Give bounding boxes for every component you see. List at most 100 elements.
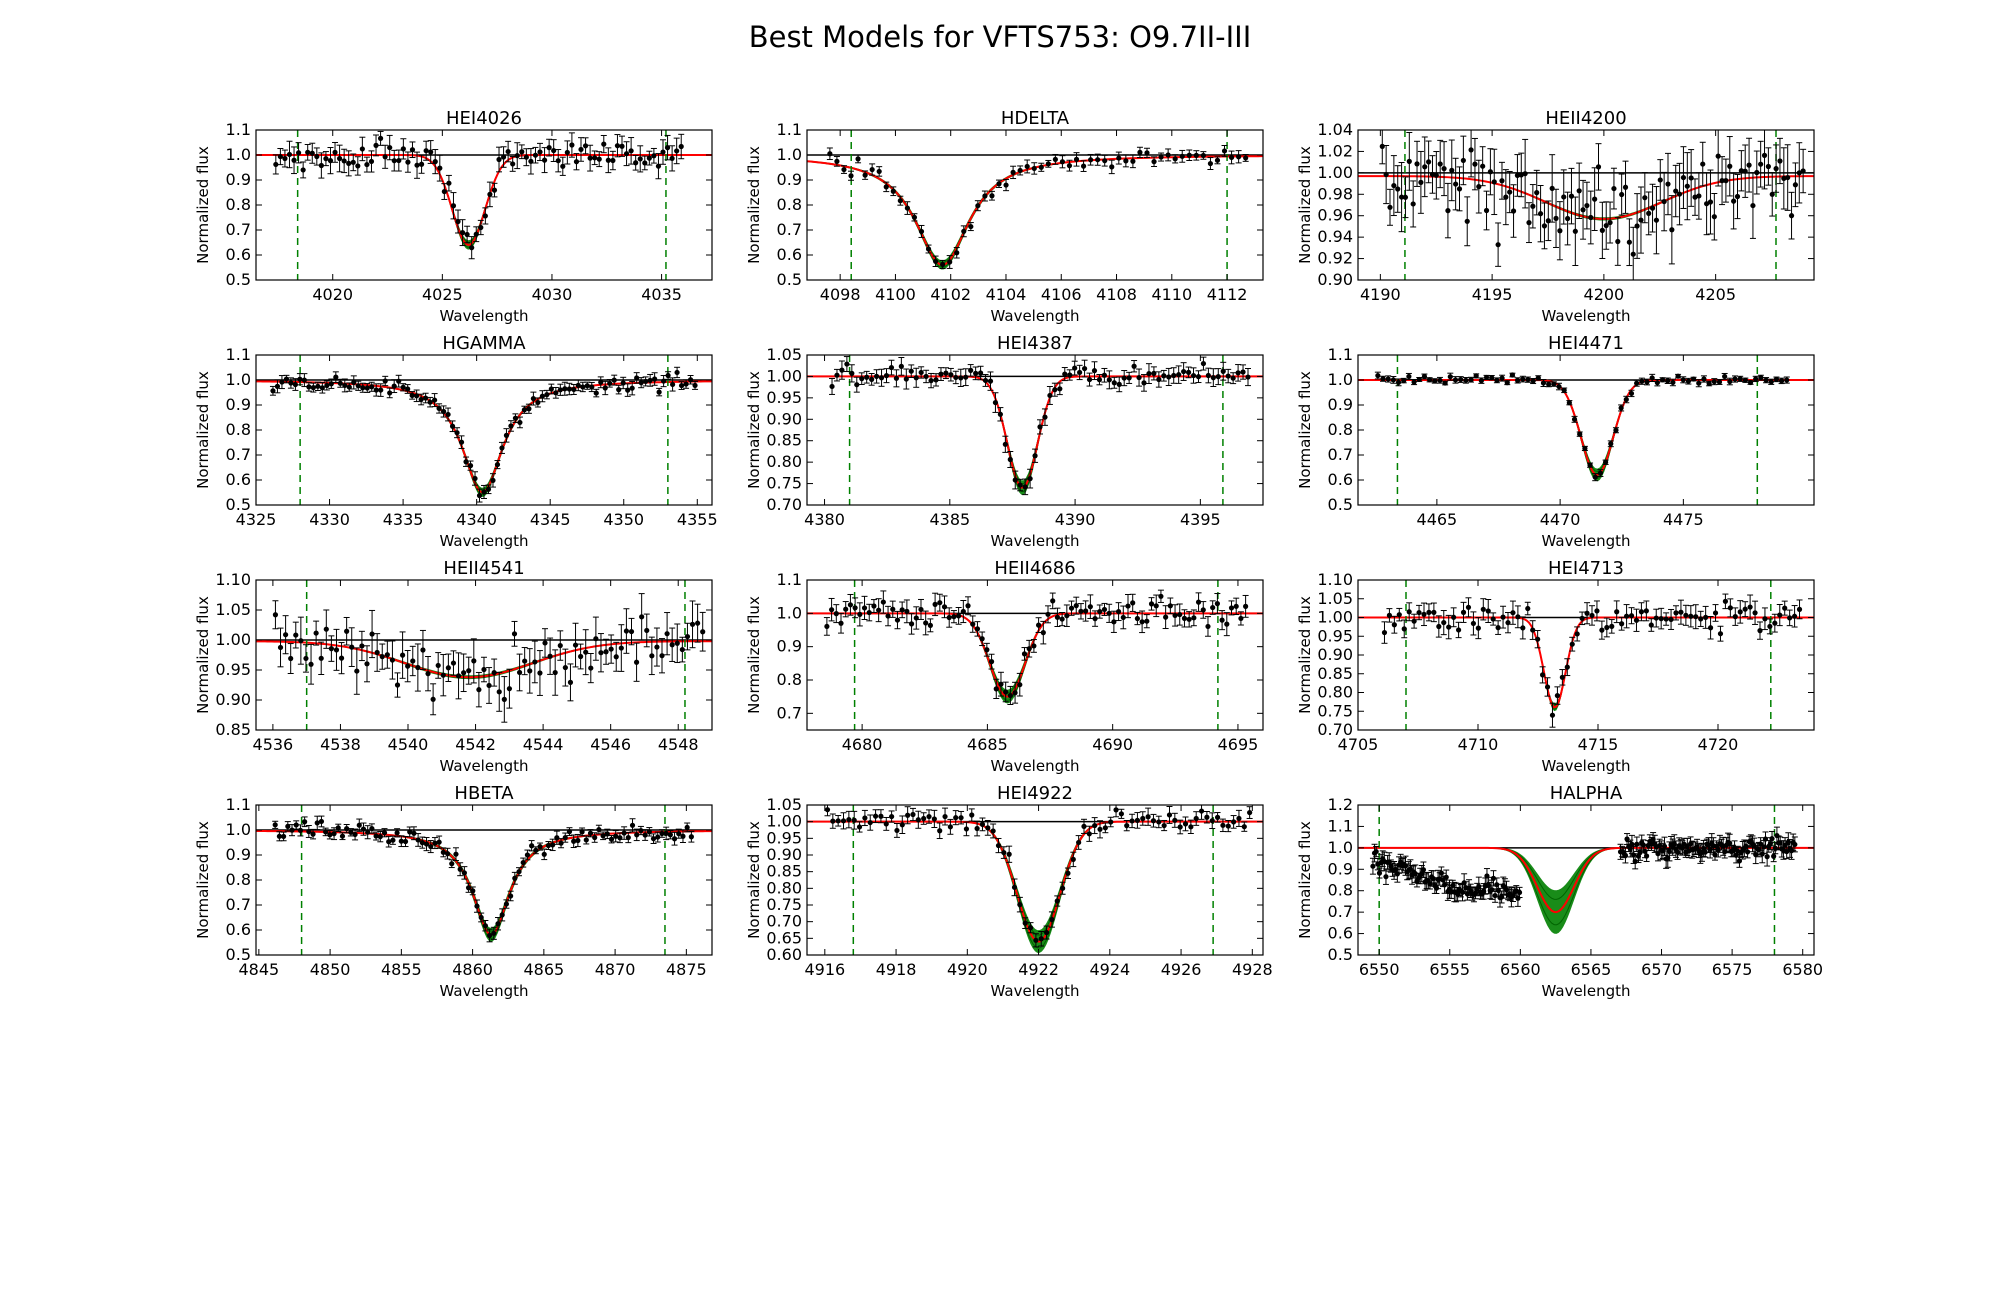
data-point [1083,608,1089,614]
data-point [1701,376,1707,382]
y-tick-label: 1.1 [226,795,251,814]
data-point [1599,227,1605,233]
data-point [318,655,324,661]
model-envelope [807,155,1263,270]
data-point [1707,625,1714,631]
data-point [1534,190,1540,196]
x-tick-label: 4918 [876,960,917,979]
data-point [1696,380,1702,386]
panel-title: HEI4026 [446,108,522,129]
data-point [933,377,939,383]
data-point [1752,610,1758,616]
data-point [1167,603,1173,609]
y-tick-label: 1.1 [226,345,251,364]
data-point [1115,608,1122,615]
panel-title: HEI4922 [997,783,1073,804]
data-point [1737,376,1743,382]
y-tick-label: 0.5 [777,270,802,289]
data-point [592,834,598,841]
data-point [1031,165,1037,172]
data-point [291,157,297,163]
data-point [1087,604,1093,610]
data-point [327,832,333,838]
data-point [855,156,861,162]
data-point [1027,925,1034,931]
y-tick-label: 1.02 [1317,141,1353,160]
data-point [533,847,539,853]
data-point [1002,441,1008,447]
data-point [499,912,505,918]
data-point [1468,377,1474,383]
data-point [1732,614,1738,620]
data-point [270,388,276,394]
data-point [444,851,451,857]
panel-hdelta: 4098 4100 4102 4104 4106 4108 4110 4112 0.5 0.6 0.… [745,108,1264,325]
data-point [1654,380,1660,386]
data-point [1230,375,1236,381]
data-point [537,670,543,676]
data-point [1391,182,1397,189]
data-point [522,658,528,664]
data-point [369,384,375,390]
y-tick-label: 0.96 [1317,206,1353,225]
data-point [1191,615,1197,621]
x-tick-label: 4380 [804,510,845,529]
data-point [1551,381,1557,387]
data-point [359,146,365,152]
data-point [441,188,447,195]
data-point [560,163,566,169]
data-point [1139,619,1145,625]
data-point [979,821,986,827]
data-point [547,653,553,659]
data-point [1220,368,1226,374]
data-point [1383,171,1389,178]
data-point [315,383,321,389]
data-point [474,903,480,909]
data-point [1619,621,1625,627]
data-point [410,658,416,664]
data-point [1629,841,1635,847]
data-point [391,383,397,389]
data-point [1205,372,1211,379]
model-curve [807,612,1263,701]
data-point [1485,608,1491,614]
data-point [1101,606,1108,613]
data-point [1549,712,1556,718]
data-point [1499,375,1505,381]
data-point [669,381,676,388]
data-point [386,839,392,845]
data-point [890,188,896,194]
data-point [1064,613,1070,619]
data-point [1214,601,1220,607]
y-axis-label: Normalized flux [745,371,763,489]
y-tick-label: 0.70 [1317,720,1353,739]
data-point [1773,376,1780,382]
figure-title: Best Models for VFTS753: O9.7II-III [748,20,1252,54]
y-tick-label: 1.05 [766,345,802,364]
data-point [435,662,441,669]
data-point [692,382,698,389]
data-point [601,141,607,147]
data-point [414,162,420,168]
data-point [1599,627,1605,633]
data-point [1470,620,1477,627]
y-tick-label: 0.8 [226,420,251,439]
y-tick-label: 0.5 [226,270,251,289]
data-point [867,819,873,826]
data-point [1494,377,1500,383]
data-point [1120,614,1126,621]
data-point [314,153,320,160]
data-point [1499,178,1505,184]
data-point [1078,608,1084,614]
x-tick-label: 4685 [967,735,1008,754]
data-point [436,405,442,412]
x-tick-label: 4845 [238,960,279,979]
data-point [1742,606,1748,612]
data-point [876,607,882,613]
data-point [407,829,413,835]
y-tick-label: 0.7 [226,895,251,914]
data-point [1796,606,1803,612]
data-point [1630,251,1636,257]
data-point [655,834,661,840]
data-point [583,837,589,843]
